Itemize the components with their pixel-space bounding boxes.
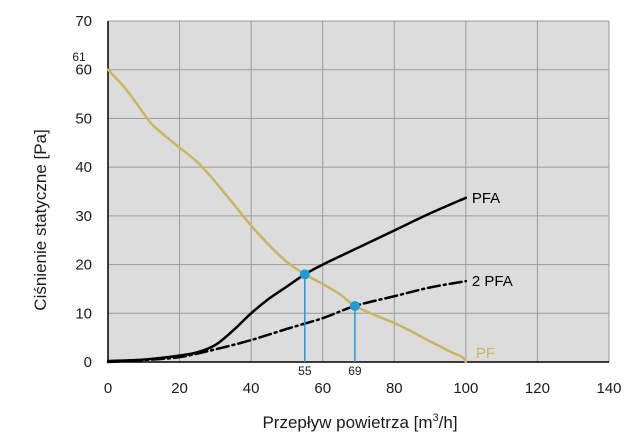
series-line-pfa <box>106 196 468 363</box>
y-tick-label: 60 <box>75 62 92 79</box>
grid <box>108 20 610 363</box>
y-tick-label: 50 <box>75 110 92 127</box>
series-line-2-pfa <box>106 279 468 364</box>
y-tick-label: 0 <box>84 354 92 371</box>
x-tick-label: 20 <box>171 380 188 397</box>
series-label-pf: PF <box>476 345 495 362</box>
x-axis-title-prefix: Przepływ powietrza [m <box>262 413 432 432</box>
x-tick-label: 40 <box>243 380 260 397</box>
plot-area-background <box>108 21 609 362</box>
y-tick-label: 40 <box>75 159 92 176</box>
y-axis-title: Ciśnienie statyczne [Pa] <box>31 129 50 310</box>
axes: 0 20 40 60 80 100 120 140 0 10 20 30 40 50 60 70 61 <box>72 13 621 397</box>
intersection-point <box>299 269 310 280</box>
x-tick-label: 0 <box>104 380 112 397</box>
x-tick-label: 60 <box>314 380 331 397</box>
series-layer: PFA 2 PFA PF <box>106 68 513 364</box>
series-label-2-pfa: 2 PFA <box>472 273 513 290</box>
intersection-x-label: 69 <box>348 364 362 378</box>
y-annotation-label: 61 <box>72 50 86 64</box>
series-label-pfa: PFA <box>472 190 500 207</box>
x-axis-title-suffix: /h] <box>439 413 458 432</box>
x-tick-label: 80 <box>386 380 403 397</box>
x-tick-label: 120 <box>525 380 550 397</box>
y-tick-label: 10 <box>75 305 92 322</box>
y-tick-label: 20 <box>75 257 92 274</box>
x-axis-title: Przepływ powietrza [m3/h] <box>262 412 457 432</box>
intersection-markers: 55 69 <box>298 269 362 378</box>
y-tick-label: 30 <box>75 208 92 225</box>
y-tick-label: 70 <box>75 13 92 30</box>
x-axis-title-superscript: 3 <box>433 412 439 424</box>
x-tick-label: 100 <box>453 380 478 397</box>
series-line-pf <box>106 68 468 364</box>
intersection-point <box>349 300 360 311</box>
x-tick-label: 140 <box>596 380 621 397</box>
intersection-x-label: 55 <box>298 364 312 378</box>
